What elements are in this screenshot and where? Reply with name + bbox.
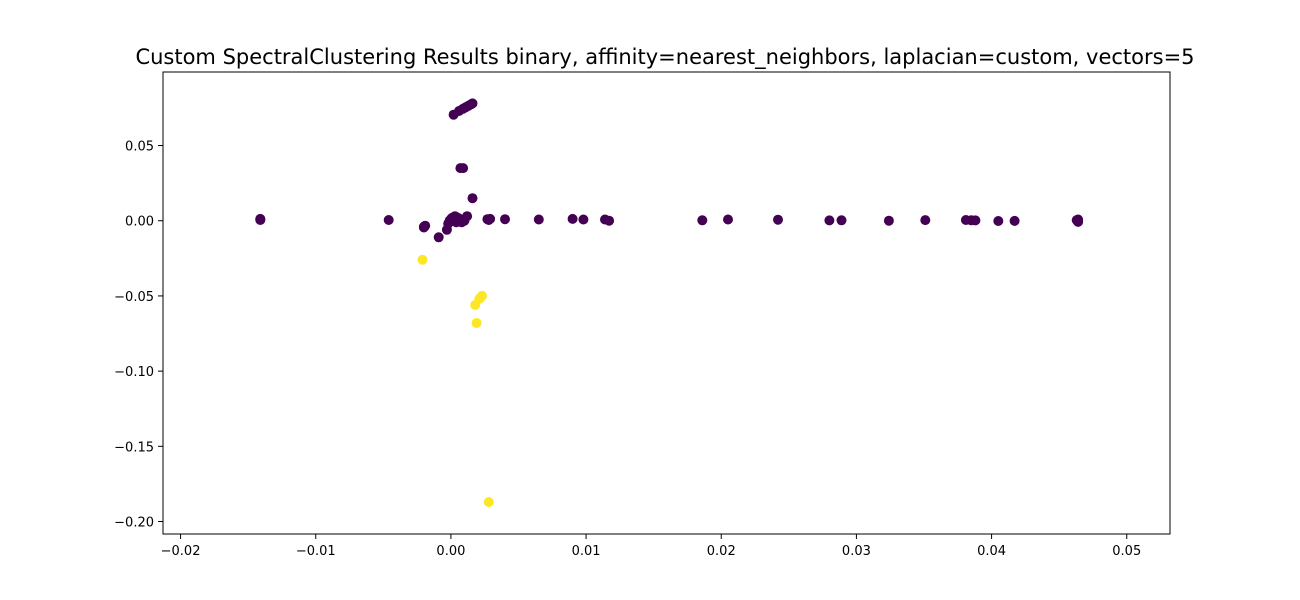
x-tick-label: −0.01 xyxy=(296,544,336,559)
x-tick-label: −0.02 xyxy=(161,544,201,559)
scatter-point-cluster-0 xyxy=(462,211,473,222)
scatter-point-cluster-0 xyxy=(970,215,981,226)
scatter-point-cluster-0 xyxy=(383,215,394,225)
scatter-point-cluster-0 xyxy=(578,214,589,225)
y-tick-label: −0.05 xyxy=(114,290,154,305)
scatter-point-cluster-1 xyxy=(471,318,482,328)
scatter-point-cluster-0 xyxy=(824,215,835,226)
y-tick-label: −0.15 xyxy=(114,440,154,455)
x-tick-label: 0.01 xyxy=(572,544,601,559)
points-layer xyxy=(255,98,1084,507)
scatter-point-cluster-0 xyxy=(1009,215,1020,226)
x-tick-label: 0.04 xyxy=(977,544,1006,559)
scatter-point-cluster-0 xyxy=(697,215,708,226)
scatter-point-cluster-0 xyxy=(255,214,266,225)
scatter-point-cluster-0 xyxy=(433,232,444,243)
y-tick-label: −0.20 xyxy=(114,516,154,531)
scatter-point-cluster-1 xyxy=(417,254,428,265)
scatter-point-cluster-0 xyxy=(604,215,615,226)
x-tick-label: 0.03 xyxy=(842,544,871,559)
scatter-point-cluster-1 xyxy=(483,497,494,507)
scatter-point-cluster-0 xyxy=(500,214,510,225)
scatter-point-cluster-0 xyxy=(458,163,469,174)
plot-frame xyxy=(162,71,1171,535)
scatter-point-cluster-0 xyxy=(773,214,783,225)
scatter-point-cluster-0 xyxy=(920,215,931,226)
scatter-point-cluster-0 xyxy=(418,222,429,233)
scatter-point-cluster-0 xyxy=(1071,215,1082,226)
y-tick-label: 0.05 xyxy=(125,140,154,155)
scatter-point-cluster-0 xyxy=(485,213,496,224)
x-axis: −0.02 −0.01 0.00 0.01 0.02 0.03 0.04 0.05 xyxy=(161,534,1141,559)
scatter-point-cluster-0 xyxy=(723,214,733,225)
scatter-point-cluster-0 xyxy=(883,215,894,226)
scatter-point-cluster-0 xyxy=(467,193,478,204)
chart-title: Custom SpectralClustering Results binary… xyxy=(135,45,1194,70)
y-tick-label: −0.10 xyxy=(114,365,154,380)
scatter-point-cluster-0 xyxy=(567,213,578,224)
y-axis: 0.05 0.00 −0.05 −0.10 −0.15 −0.20 xyxy=(114,140,163,531)
scatter-point-cluster-0 xyxy=(467,98,478,109)
scatter-point-cluster-0 xyxy=(836,215,847,226)
x-tick-label: 0.02 xyxy=(707,544,736,559)
scatter-point-cluster-0 xyxy=(993,216,1004,226)
y-tick-label: 0.00 xyxy=(125,215,154,230)
scatter-point-cluster-0 xyxy=(533,214,544,225)
x-tick-label: 0.00 xyxy=(436,544,465,559)
x-tick-label: 0.05 xyxy=(1112,544,1141,559)
scatter-point-cluster-1 xyxy=(470,300,481,310)
